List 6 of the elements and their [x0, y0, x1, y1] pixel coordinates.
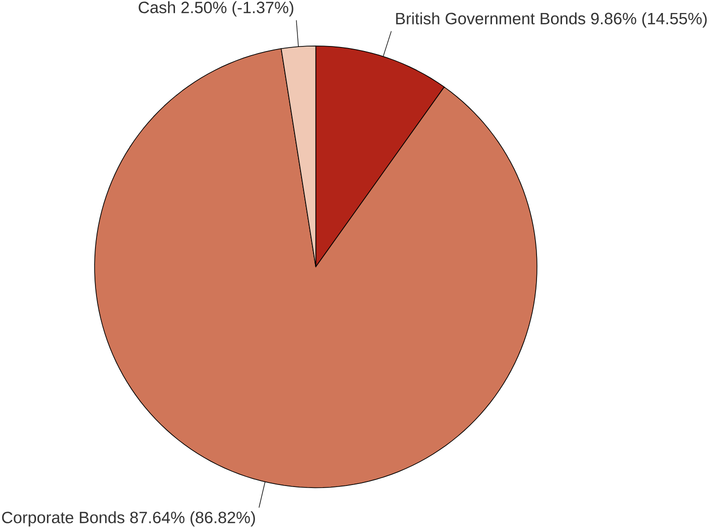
data-label: 9.86% (14.55%): [591, 12, 707, 28]
slice-label: Cash: [138, 1, 175, 14]
data-label: 2.50% (-1.37%): [181, 1, 294, 17]
data-label: 87.64% (86.82%): [130, 511, 255, 527]
slice-label: British Government Bonds: [396, 12, 586, 24]
slice-label: Corporate Bonds: [2, 511, 124, 527]
